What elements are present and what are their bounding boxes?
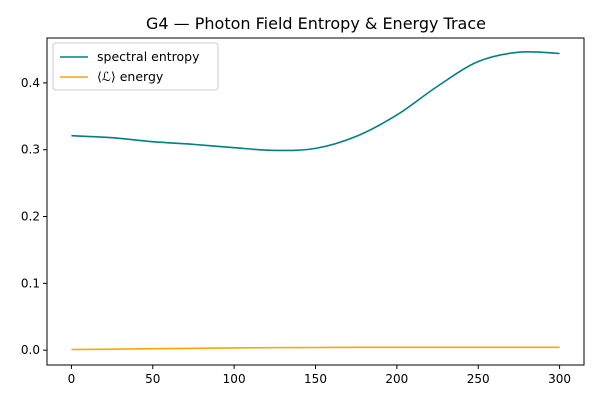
- x-tick-label-0: 0: [68, 372, 76, 386]
- legend-box: [52, 42, 219, 91]
- x-axis: 0 50 100 150 200 250 300: [68, 365, 571, 386]
- x-tick-label-250: 250: [467, 372, 490, 386]
- y-tick-label-2: 0.2: [21, 210, 40, 224]
- series-line-0: [71, 50, 560, 152]
- x-tick-label-150: 150: [304, 372, 327, 386]
- x-tick-label-200: 200: [385, 372, 408, 386]
- chart-title: G4 — Photon Field Entropy & Energy Trace: [146, 14, 486, 33]
- y-tick-label-0: 0.0: [21, 343, 40, 357]
- legend: spectral entropy ⟨ℒ⟩ energy: [52, 42, 219, 91]
- y-tick-label-1: 0.1: [21, 276, 40, 290]
- y-tick-label-3: 0.3: [21, 143, 40, 157]
- y-tick-label-4: 0.4: [21, 76, 40, 90]
- legend-label-0: spectral entropy: [97, 49, 200, 64]
- legend-label-1: ⟨ℒ⟩ energy: [97, 69, 164, 84]
- x-tick-label-50: 50: [145, 372, 160, 386]
- x-tick-label-100: 100: [223, 372, 246, 386]
- x-tick-label-300: 300: [548, 372, 571, 386]
- y-axis: 0.0 0.1 0.2 0.3 0.4: [21, 76, 47, 357]
- series-layer: [71, 50, 560, 351]
- series-line-1: [71, 346, 560, 351]
